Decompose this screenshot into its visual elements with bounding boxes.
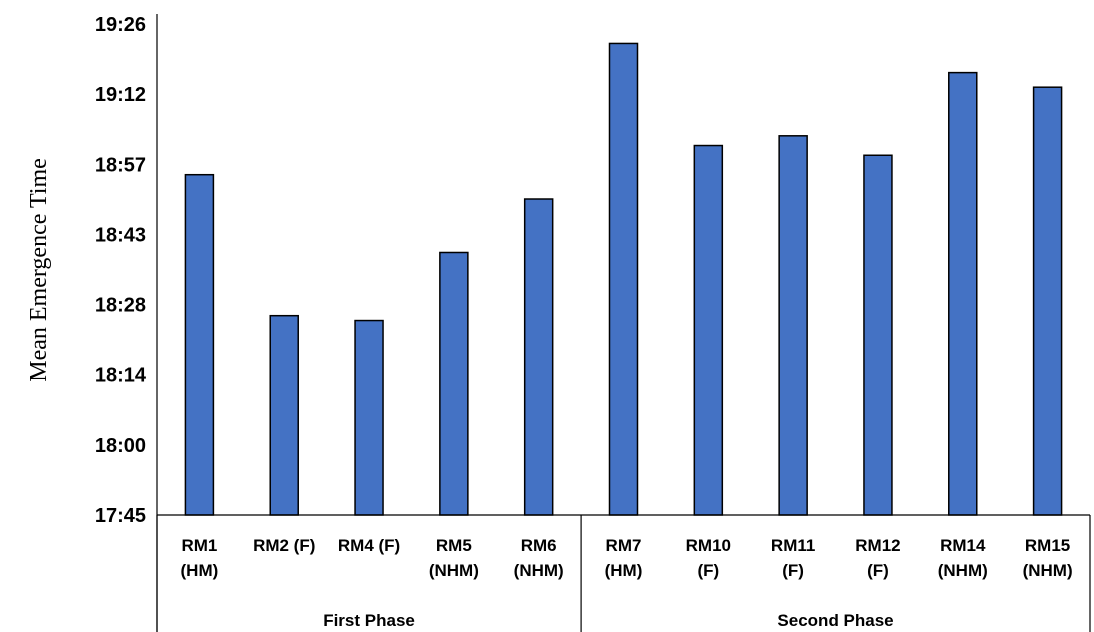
x-category-label: (F) bbox=[782, 561, 804, 580]
bar bbox=[439, 251, 469, 516]
x-category-label: RM7 bbox=[606, 536, 642, 555]
x-category-label: RM2 (F) bbox=[253, 536, 315, 555]
bar bbox=[269, 314, 299, 516]
x-category-label: (F) bbox=[697, 561, 719, 580]
x-category-label: (NHM) bbox=[429, 561, 479, 580]
x-category-label: (HM) bbox=[605, 561, 643, 580]
x-category-label: (HM) bbox=[181, 561, 219, 580]
x-category-label: RM1 bbox=[181, 536, 217, 555]
x-category-label: (NHM) bbox=[938, 561, 988, 580]
bar bbox=[354, 319, 384, 516]
y-tick-label: 18:28 bbox=[95, 295, 146, 317]
bar bbox=[948, 71, 978, 516]
x-category-label: RM11 bbox=[771, 536, 815, 555]
bar bbox=[693, 144, 724, 516]
y-tick-label: 17:45 bbox=[95, 505, 146, 527]
x-category-label: (NHM) bbox=[514, 561, 564, 580]
y-tick-label: 18:57 bbox=[95, 154, 146, 176]
bar bbox=[608, 42, 639, 516]
x-axis-groups: First Phase Second Phase bbox=[156, 515, 1091, 632]
x-group-label: Second Phase bbox=[777, 611, 893, 630]
x-category-label: RM12 bbox=[855, 536, 900, 555]
bar bbox=[863, 154, 893, 516]
bar bbox=[184, 173, 215, 516]
y-tick-label: 18:43 bbox=[95, 224, 146, 246]
x-axis-categories: RM1 (HM) RM2 (F) RM4 (F) RM5 (NHM) RM6 (NHM) RM7… bbox=[181, 536, 1073, 580]
x-category-label: RM14 bbox=[940, 536, 986, 555]
bars bbox=[184, 42, 1063, 516]
x-category-label: (F) bbox=[867, 561, 889, 580]
y-tick-label: 18:14 bbox=[95, 365, 147, 387]
bar bbox=[523, 198, 554, 516]
y-axis-ticks: 17:45 18:00 18:14 18:28 18:43 18:57 19:12 19:26 bbox=[95, 14, 147, 527]
y-tick-label: 18:00 bbox=[95, 435, 146, 457]
x-category-label: RM10 bbox=[686, 536, 731, 555]
y-tick-label: 19:12 bbox=[95, 84, 146, 106]
x-group-label: First Phase bbox=[323, 611, 415, 630]
x-category-label: (NHM) bbox=[1023, 561, 1073, 580]
x-category-label: RM15 bbox=[1025, 536, 1070, 555]
bar bbox=[778, 135, 808, 516]
y-axis-title: Mean Emergence Time bbox=[26, 158, 52, 382]
x-category-label: RM5 bbox=[436, 536, 472, 555]
x-category-label: RM4 (F) bbox=[338, 536, 400, 555]
y-tick-label: 19:26 bbox=[95, 14, 146, 36]
bar bbox=[1032, 86, 1063, 516]
x-category-label: RM6 bbox=[521, 536, 557, 555]
